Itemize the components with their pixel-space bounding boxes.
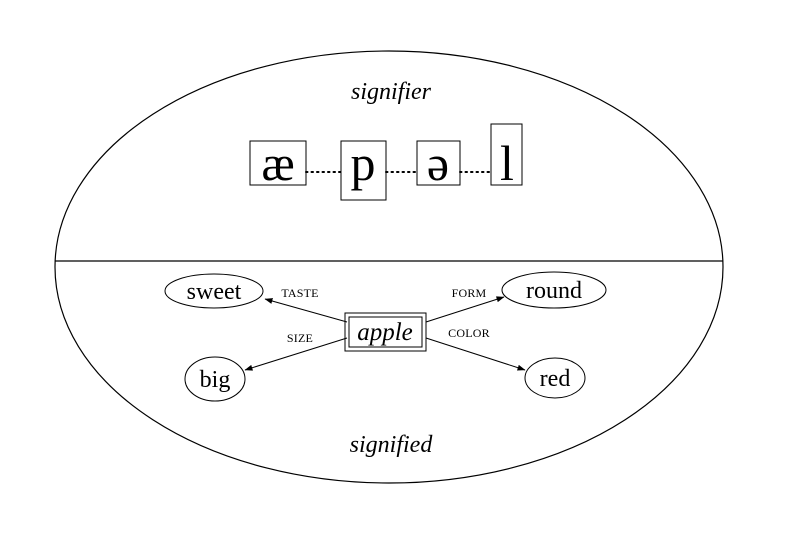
feature-value: big [200,367,231,393]
phoneme-text: l [500,135,514,191]
phoneme-frame [416,140,461,186]
feature-node-taste: sweet [164,273,264,309]
relation-label-taste: TASTE [281,286,318,300]
center-concept-outer-frame [344,312,427,352]
feature-value: red [540,366,571,392]
feature-node-form: round [501,271,607,309]
arrow-form [425,296,505,323]
phoneme-box: æ [249,135,307,191]
phoneme-box: ə [416,135,461,191]
feature-value: sweet [187,279,242,305]
phoneme-frame [490,123,523,186]
feature-ellipse [501,271,607,309]
feature-ellipse [184,356,246,402]
relation-label-size: SIZE [287,331,313,345]
arrow-taste [264,298,348,323]
phoneme-frame [249,140,307,186]
center-concept-label: apple [357,319,413,346]
feature-ellipse [524,357,586,399]
sign-ellipse [54,50,724,484]
arrow-color [425,337,526,371]
phoneme-text: p [351,135,376,191]
relation-label-form: FORM [452,286,487,300]
arrow-size [244,337,348,371]
feature-node-size: big [184,356,246,402]
relation-label-color: COLOR [448,326,490,340]
concept-network: apple sweet TASTE round FORM big SIZE re… [164,271,607,402]
phoneme-text: ə [427,135,449,191]
phoneme-box: p [340,135,387,201]
feature-value: round [526,278,582,304]
feature-node-color: red [524,357,586,399]
phoneme-frame [340,140,387,201]
feature-ellipse [164,273,264,309]
center-concept-node: apple [344,312,427,352]
signifier-label: signifier [351,79,432,105]
phoneme-box: l [490,123,523,191]
phoneme-sequence: æ p ə l [249,123,523,201]
signified-label: signified [350,432,434,458]
phoneme-text: æ [261,135,294,191]
center-concept-inner-frame [348,316,423,348]
